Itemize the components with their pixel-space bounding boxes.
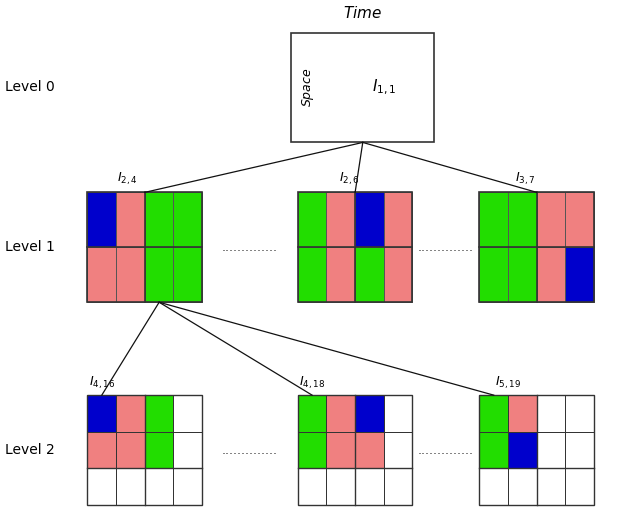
- Bar: [326, 395, 355, 432]
- Bar: [384, 247, 412, 302]
- Bar: [565, 432, 594, 468]
- Bar: [298, 247, 326, 302]
- Bar: [355, 432, 384, 468]
- Bar: [537, 247, 565, 302]
- Bar: [173, 192, 202, 247]
- Bar: [479, 395, 594, 505]
- Text: $I_{3,7}$: $I_{3,7}$: [515, 171, 536, 187]
- Text: Level 1: Level 1: [5, 240, 55, 254]
- Bar: [326, 468, 355, 505]
- Bar: [88, 395, 116, 432]
- Bar: [291, 33, 435, 143]
- Bar: [537, 432, 565, 468]
- Bar: [565, 247, 594, 302]
- Bar: [173, 395, 202, 432]
- Bar: [355, 468, 384, 505]
- Text: $I_{2,4}$: $I_{2,4}$: [117, 171, 138, 187]
- Bar: [479, 247, 508, 302]
- Bar: [384, 432, 412, 468]
- Bar: [326, 247, 355, 302]
- Bar: [508, 432, 537, 468]
- Text: $I_{5,19}$: $I_{5,19}$: [495, 375, 521, 391]
- Bar: [145, 247, 173, 302]
- Bar: [326, 192, 355, 247]
- Bar: [298, 192, 412, 302]
- Bar: [88, 192, 202, 302]
- Bar: [326, 432, 355, 468]
- Text: $\mathit{Space}$: $\mathit{Space}$: [300, 68, 316, 107]
- Text: $\mathit{Time}$: $\mathit{Time}$: [343, 5, 382, 21]
- Text: Level 0: Level 0: [5, 81, 55, 95]
- Bar: [145, 468, 173, 505]
- Bar: [116, 192, 145, 247]
- Bar: [298, 192, 326, 247]
- Bar: [145, 432, 173, 468]
- Bar: [479, 432, 508, 468]
- Text: ..............: ..............: [418, 241, 474, 254]
- Bar: [88, 192, 116, 247]
- Bar: [116, 468, 145, 505]
- Bar: [537, 192, 565, 247]
- Bar: [508, 468, 537, 505]
- Bar: [384, 468, 412, 505]
- Bar: [173, 432, 202, 468]
- Bar: [298, 395, 412, 505]
- Bar: [145, 192, 173, 247]
- Bar: [173, 247, 202, 302]
- Text: $I_{1,1}$: $I_{1,1}$: [372, 78, 397, 97]
- Bar: [565, 468, 594, 505]
- Bar: [508, 247, 537, 302]
- Bar: [508, 192, 537, 247]
- Bar: [355, 395, 384, 432]
- Bar: [88, 468, 116, 505]
- Bar: [173, 468, 202, 505]
- Bar: [88, 432, 116, 468]
- Bar: [355, 192, 384, 247]
- Bar: [508, 395, 537, 432]
- Bar: [298, 468, 326, 505]
- Bar: [116, 247, 145, 302]
- Bar: [88, 395, 202, 505]
- Text: Level 2: Level 2: [5, 443, 55, 457]
- Bar: [116, 395, 145, 432]
- Bar: [145, 395, 173, 432]
- Bar: [298, 432, 326, 468]
- Bar: [298, 395, 326, 432]
- Text: $I_{2,6}$: $I_{2,6}$: [339, 171, 360, 187]
- Bar: [479, 192, 508, 247]
- Bar: [565, 192, 594, 247]
- Text: ..............: ..............: [418, 444, 474, 457]
- Text: ..............: ..............: [222, 444, 278, 457]
- Bar: [355, 247, 384, 302]
- Bar: [384, 395, 412, 432]
- Bar: [479, 395, 508, 432]
- Text: $I_{4,18}$: $I_{4,18}$: [299, 375, 325, 391]
- Text: ..............: ..............: [222, 241, 278, 254]
- Bar: [537, 395, 565, 432]
- Bar: [479, 192, 594, 302]
- Text: $I_{4,16}$: $I_{4,16}$: [88, 375, 115, 391]
- Bar: [479, 468, 508, 505]
- Bar: [384, 192, 412, 247]
- Bar: [88, 247, 116, 302]
- Bar: [116, 432, 145, 468]
- Bar: [537, 468, 565, 505]
- Bar: [565, 395, 594, 432]
